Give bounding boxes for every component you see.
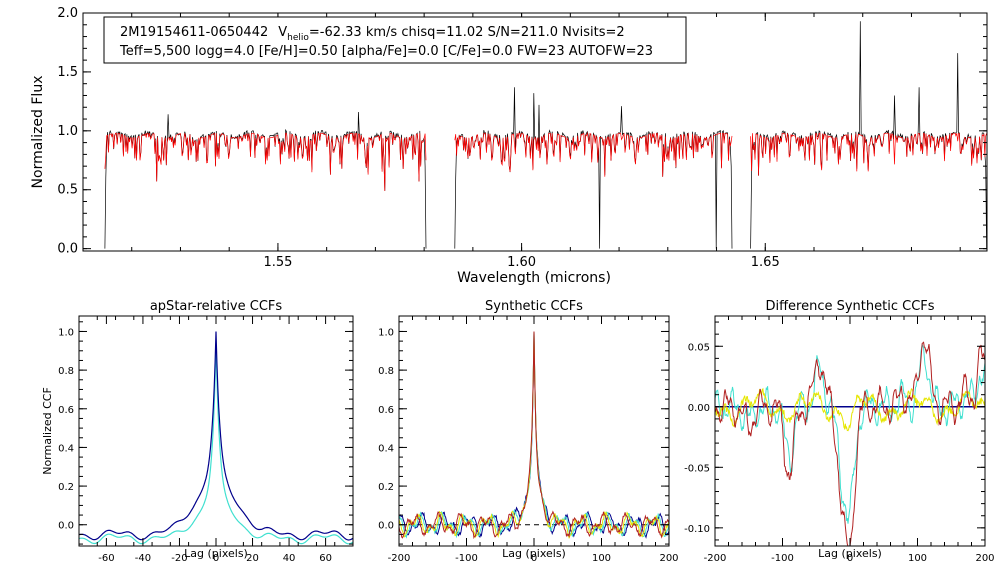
ccf1-x-tick-label: 20 [246, 553, 259, 564]
spectrum-y-tick-label: 1.5 [57, 65, 78, 80]
spectrum-y-tick-label: 0.5 [57, 183, 78, 198]
ccf2-x-tick-label: 100 [592, 553, 611, 564]
ccf2-y-tick-label: 0.6 [378, 405, 394, 416]
spectrum-x-tick-label: 1.60 [507, 255, 536, 270]
ccf2-y-tick-label: 0.8 [378, 366, 394, 377]
annotation-v-subscript: helio [287, 33, 309, 43]
ccf2-y-tick-label: 0.0 [378, 521, 394, 532]
spectrum-y-axis-label: Normalized Flux [30, 76, 46, 189]
ccf3-y-tick-label: -0.10 [684, 524, 710, 535]
ccf3-x-axis-label: Lag (pixels) [818, 547, 882, 560]
annotation-frame [103, 16, 687, 64]
spectrum-y-tick-label: 2.0 [57, 6, 78, 21]
ccf-panel-1: apStar-relative CCFs -60 -40 -20 0 20 40 60 0.0… [41, 299, 354, 564]
ccf2-x-tick-label: 200 [659, 553, 678, 564]
ccf2-x-tick-label: 0 [531, 553, 537, 564]
spectrum-annotation-box: 2M19154611-0650442 Vhelio=-62.33 km/s chi… [103, 16, 687, 64]
ccf1-x-axis-label: Lag (pixels) [184, 547, 248, 560]
ccf1-y-tick-label: 0.0 [58, 521, 74, 532]
spectrum-y-tick-label: 1.0 [57, 124, 78, 139]
ccf-panel-2: Synthetic CCFs -200 -100 0 100 200 0.0 0.2 0.4 0… [378, 299, 678, 564]
ccf2-title: Synthetic CCFs [485, 299, 583, 314]
annotation-star-id: 2M19154611-0650442 [120, 25, 268, 40]
ccf3-x-tick-label: 200 [975, 553, 994, 564]
ccf2-y-tick-label: 0.2 [378, 482, 394, 493]
ccf1-y-tick-label: 0.2 [58, 482, 74, 493]
ccf1-plot-area [78, 331, 354, 545]
spectrum-x-tick-label: 1.55 [263, 255, 292, 270]
ccf3-y-tick-label: 0.00 [688, 403, 710, 414]
ccf1-x-tick-label: -20 [171, 553, 187, 564]
spectrum-x-axis-label: Wavelength (microns) [457, 270, 611, 286]
ccf-panel-3: Difference Synthetic CCFs -200 -100 0 100 20… [684, 299, 994, 564]
ccf2-x-axis-label: Lag (pixels) [502, 547, 566, 560]
spectrum-frame [82, 12, 988, 252]
ccf3-x-tick-label: 0 [847, 553, 853, 564]
ccf3-y-tick-label: -0.05 [684, 463, 710, 474]
annotation-v-symbol: V [278, 25, 287, 40]
annotation-line-2: Teff=5,500 logg=4.0 [Fe/H]=0.50 [alpha/F… [119, 44, 653, 59]
ccf3-x-tick-label: -100 [771, 553, 794, 564]
ccf3-plot-area [714, 341, 986, 547]
spectrum-plot-area [104, 21, 987, 249]
ccf1-y-tick-label: 0.8 [58, 366, 74, 377]
ccf1-y-tick-label: 0.6 [58, 405, 74, 416]
ccf1-series-line [78, 331, 354, 541]
ccf1-y-tick-label: 0.4 [58, 443, 74, 454]
ccf3-y-tick-label: 0.05 [688, 342, 710, 353]
annotation-line-1-values: =-62.33 km/s chisq=11.02 S/N=211.0 Nvisi… [309, 25, 625, 40]
ccf3-series-line [714, 341, 986, 547]
ccf3-title: Difference Synthetic CCFs [765, 299, 934, 314]
spectrum-synthetic-line [454, 131, 733, 177]
spectrum-observed-line [454, 87, 733, 249]
ccf1-y-tick-label: 1.0 [58, 327, 74, 338]
ccf2-plot-area [398, 331, 670, 540]
ccf1-x-tick-label: -60 [98, 553, 114, 564]
ccf1-series-line [78, 343, 354, 545]
spectrum-y-tick-label: 0.0 [57, 242, 78, 257]
ccf2-series-line [398, 331, 670, 540]
ccf3-x-tick-label: -200 [704, 553, 727, 564]
ccf2-x-tick-label: -100 [455, 553, 478, 564]
ccf1-title: apStar-relative CCFs [150, 299, 283, 314]
annotation-line-1: 2M19154611-0650442 Vhelio=-62.33 km/s chi… [120, 25, 625, 43]
ccf1-x-tick-label: -40 [135, 553, 151, 564]
ccf1-x-tick-label: 60 [319, 553, 332, 564]
ccf3-frame [714, 315, 986, 547]
spectrum-observed-line [104, 111, 427, 249]
spectrum-panel: 1.55 1.60 1.65 0.0 0.5 1.0 1.5 2.0 2M19154611-0… [30, 6, 988, 286]
ccf3-series-line [714, 344, 986, 524]
ccf1-x-tick-label: 0 [213, 553, 219, 564]
ccf3-ticks: -200 -100 0 100 200 0.05 0.00 -0.05 -0.10 [684, 316, 995, 564]
spectrum-synthetic-line [104, 132, 427, 191]
spectrum-x-tick-label: 1.65 [751, 255, 780, 270]
ccf2-y-tick-label: 0.4 [378, 443, 394, 454]
ccf1-ticks: -60 -40 -20 0 20 40 60 0.0 0.2 0.4 0.6 0.8 1.0 [58, 316, 354, 564]
ccf2-ticks: -200 -100 0 100 200 0.0 0.2 0.4 0.6 0.8 1.0 [378, 316, 679, 564]
ccf1-x-tick-label: 40 [283, 553, 296, 564]
spectrum-synthetic-line [750, 132, 987, 176]
ccf2-x-tick-label: -200 [388, 553, 411, 564]
ccf1-y-axis-label: Normalized CCF [41, 387, 54, 475]
ccf2-y-tick-label: 1.0 [378, 327, 394, 338]
ccf3-x-tick-label: 100 [908, 553, 927, 564]
